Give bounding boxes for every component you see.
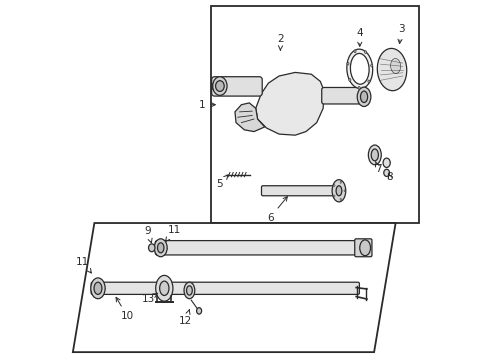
- Ellipse shape: [157, 243, 164, 253]
- Text: 4: 4: [356, 28, 363, 46]
- Text: 13: 13: [142, 293, 158, 304]
- Ellipse shape: [154, 239, 167, 257]
- Ellipse shape: [383, 158, 390, 167]
- Ellipse shape: [334, 195, 335, 197]
- Text: 2: 2: [277, 35, 284, 50]
- Ellipse shape: [160, 281, 169, 296]
- FancyBboxPatch shape: [155, 240, 365, 255]
- Ellipse shape: [391, 58, 401, 73]
- FancyBboxPatch shape: [322, 87, 366, 104]
- Ellipse shape: [334, 184, 335, 186]
- Ellipse shape: [365, 51, 367, 54]
- Text: 10: 10: [116, 297, 134, 321]
- Polygon shape: [235, 103, 265, 132]
- Ellipse shape: [344, 190, 345, 192]
- FancyBboxPatch shape: [355, 239, 372, 257]
- Ellipse shape: [377, 48, 407, 91]
- Ellipse shape: [213, 77, 227, 95]
- Text: 9: 9: [144, 226, 152, 243]
- Ellipse shape: [347, 62, 349, 65]
- Polygon shape: [211, 6, 419, 223]
- Ellipse shape: [148, 244, 155, 252]
- Text: 1: 1: [198, 100, 215, 110]
- Text: 3: 3: [398, 24, 404, 44]
- Ellipse shape: [368, 145, 381, 165]
- Ellipse shape: [196, 308, 201, 314]
- Text: 6: 6: [267, 197, 287, 222]
- Ellipse shape: [184, 282, 195, 299]
- FancyBboxPatch shape: [212, 77, 262, 96]
- Ellipse shape: [332, 180, 346, 202]
- Text: 5: 5: [217, 175, 228, 189]
- Ellipse shape: [347, 49, 373, 89]
- Ellipse shape: [187, 286, 192, 295]
- Ellipse shape: [216, 81, 224, 91]
- Ellipse shape: [361, 91, 368, 103]
- Ellipse shape: [360, 240, 370, 256]
- Ellipse shape: [349, 78, 351, 81]
- Ellipse shape: [94, 282, 102, 294]
- Ellipse shape: [156, 275, 173, 301]
- Polygon shape: [73, 223, 395, 352]
- Ellipse shape: [368, 80, 370, 83]
- Ellipse shape: [371, 64, 373, 67]
- Text: 8: 8: [387, 172, 393, 182]
- Ellipse shape: [358, 86, 360, 89]
- Text: 11: 11: [76, 257, 91, 273]
- Ellipse shape: [354, 50, 356, 53]
- Ellipse shape: [350, 53, 369, 84]
- Ellipse shape: [371, 149, 378, 161]
- Text: 11: 11: [166, 225, 181, 242]
- Ellipse shape: [91, 278, 105, 299]
- Ellipse shape: [336, 186, 342, 196]
- Text: 12: 12: [179, 310, 193, 325]
- Ellipse shape: [340, 198, 342, 201]
- Ellipse shape: [357, 87, 371, 107]
- Ellipse shape: [384, 169, 390, 176]
- FancyBboxPatch shape: [91, 282, 359, 294]
- FancyBboxPatch shape: [262, 186, 340, 196]
- Text: 7: 7: [375, 162, 382, 174]
- Ellipse shape: [340, 181, 342, 183]
- Polygon shape: [256, 72, 324, 135]
